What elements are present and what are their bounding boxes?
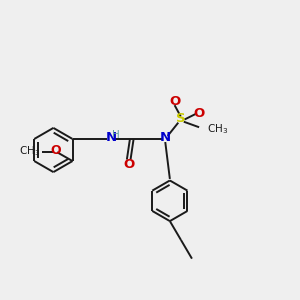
Text: H: H xyxy=(112,130,120,140)
Text: O: O xyxy=(194,106,205,120)
Text: O: O xyxy=(169,95,180,108)
Text: O: O xyxy=(50,145,61,158)
Text: N: N xyxy=(160,131,171,144)
Text: O: O xyxy=(123,158,134,171)
Text: N: N xyxy=(106,131,117,144)
Text: CH$_3$: CH$_3$ xyxy=(207,122,229,136)
Text: CH$_3$: CH$_3$ xyxy=(19,145,40,158)
Text: S: S xyxy=(176,112,185,125)
